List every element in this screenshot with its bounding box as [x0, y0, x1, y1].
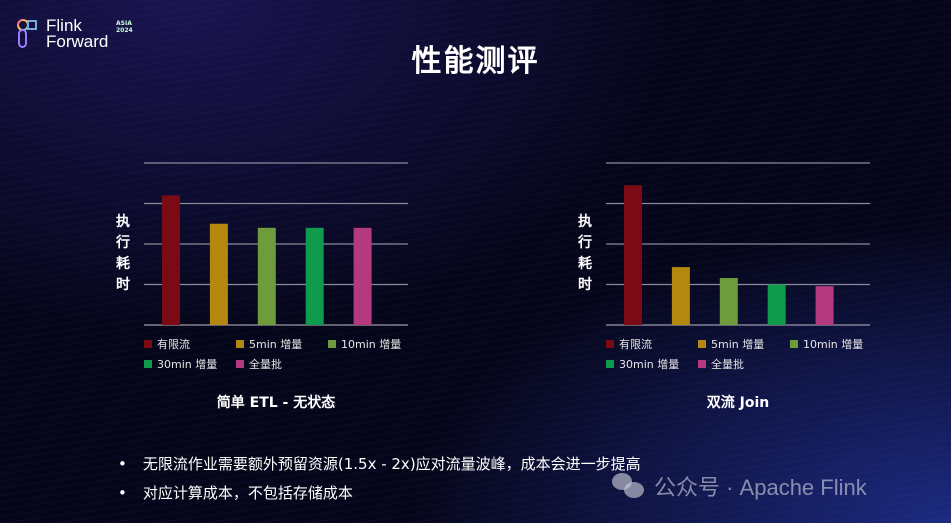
legend-swatch	[328, 339, 336, 348]
bar-3	[767, 284, 786, 325]
bullet-item: • 无限流作业需要额外预留资源(1.5x - 2x)应对流量波峰，成本会进一步提高	[118, 450, 641, 479]
legend-label: 30min 增量	[619, 357, 680, 371]
slide-title: 性能测评	[411, 44, 540, 79]
legend-item: 10min 增量	[328, 336, 420, 351]
logo-badge: ASIA 2024	[116, 20, 133, 34]
bar-0	[162, 195, 180, 325]
legend-label: 5min 增量	[711, 337, 765, 351]
legend-swatch	[790, 339, 798, 348]
legend-item: 有限流	[144, 336, 236, 351]
legend-label: 10min 增量	[341, 337, 402, 351]
chart-simple-etl: 执行耗时 有限流 5min 增量 10min 增量 30min 增量 全量批 简单 ET…	[114, 150, 414, 420]
legend-label: 10min 增量	[803, 337, 864, 351]
chart-dual-stream-join: 执行耗时 有限流 5min 增量 10min 增量 30min 增量 全量批 双流 Jo…	[576, 150, 876, 420]
legend: 有限流 5min 增量 10min 增量 30min 增量 全量批	[606, 336, 886, 371]
legend-item: 5min 增量	[236, 336, 328, 351]
y-axis-label: 执行耗时	[116, 214, 130, 293]
bar-2	[719, 278, 738, 325]
legend-swatch	[144, 359, 152, 368]
legend-label: 有限流	[157, 337, 190, 351]
legend-swatch	[698, 339, 706, 348]
bullet-marker: •	[118, 484, 127, 502]
bar-4	[815, 286, 834, 325]
legend-item: 全量批	[236, 356, 328, 371]
logo-line2: Forward	[46, 32, 109, 51]
legend-item: 5min 增量	[698, 336, 790, 351]
legend-swatch	[606, 359, 614, 368]
legend-label: 5min 增量	[249, 337, 303, 351]
watermark: 公众号 · Apache Flink	[612, 470, 867, 502]
legend-label: 全量批	[249, 357, 282, 371]
wechat-icon	[612, 473, 646, 499]
plot-area	[606, 162, 870, 326]
bar-3	[305, 227, 324, 325]
flink-forward-logo: Flink Forward ASIA 2024	[16, 16, 133, 51]
legend-item: 有限流	[606, 336, 698, 351]
legend-swatch	[236, 359, 244, 368]
legend: 有限流 5min 增量 10min 增量 30min 增量 全量批	[144, 336, 424, 371]
legend-label: 30min 增量	[157, 357, 218, 371]
legend-swatch	[698, 359, 706, 368]
bullet-text: 无限流作业需要额外预留资源(1.5x - 2x)应对流量波峰，成本会进一步提高	[142, 455, 641, 473]
chart-title: 简单 ETL - 无状态	[216, 395, 336, 411]
bar-1	[209, 223, 228, 325]
logo-line1: Flink	[46, 16, 82, 35]
watermark-text: 公众号 · Apache Flink	[654, 475, 867, 500]
legend-item: 30min 增量	[144, 356, 236, 371]
legend-item: 30min 增量	[606, 356, 698, 371]
bar-0	[624, 185, 642, 325]
bullet-marker: •	[118, 455, 127, 473]
bar-1	[671, 267, 690, 325]
legend-label: 有限流	[619, 337, 652, 351]
bullet-list: • 无限流作业需要额外预留资源(1.5x - 2x)应对流量波峰，成本会进一步提高…	[118, 450, 641, 508]
bullet-text: 对应计算成本，不包括存储成本	[142, 484, 353, 502]
legend-swatch	[606, 339, 614, 348]
legend-item: 10min 增量	[790, 336, 882, 351]
legend-swatch	[144, 339, 152, 348]
bullet-item: • 对应计算成本，不包括存储成本	[118, 479, 641, 508]
flink-logo-icon	[16, 18, 38, 50]
bar-2	[257, 227, 276, 325]
legend-swatch	[236, 339, 244, 348]
chart-title: 双流 Join	[706, 395, 770, 411]
plot-area	[144, 162, 408, 326]
legend-label: 全量批	[711, 357, 744, 371]
legend-item: 全量批	[698, 356, 790, 371]
y-axis-label: 执行耗时	[578, 214, 592, 293]
bar-4	[353, 227, 372, 325]
